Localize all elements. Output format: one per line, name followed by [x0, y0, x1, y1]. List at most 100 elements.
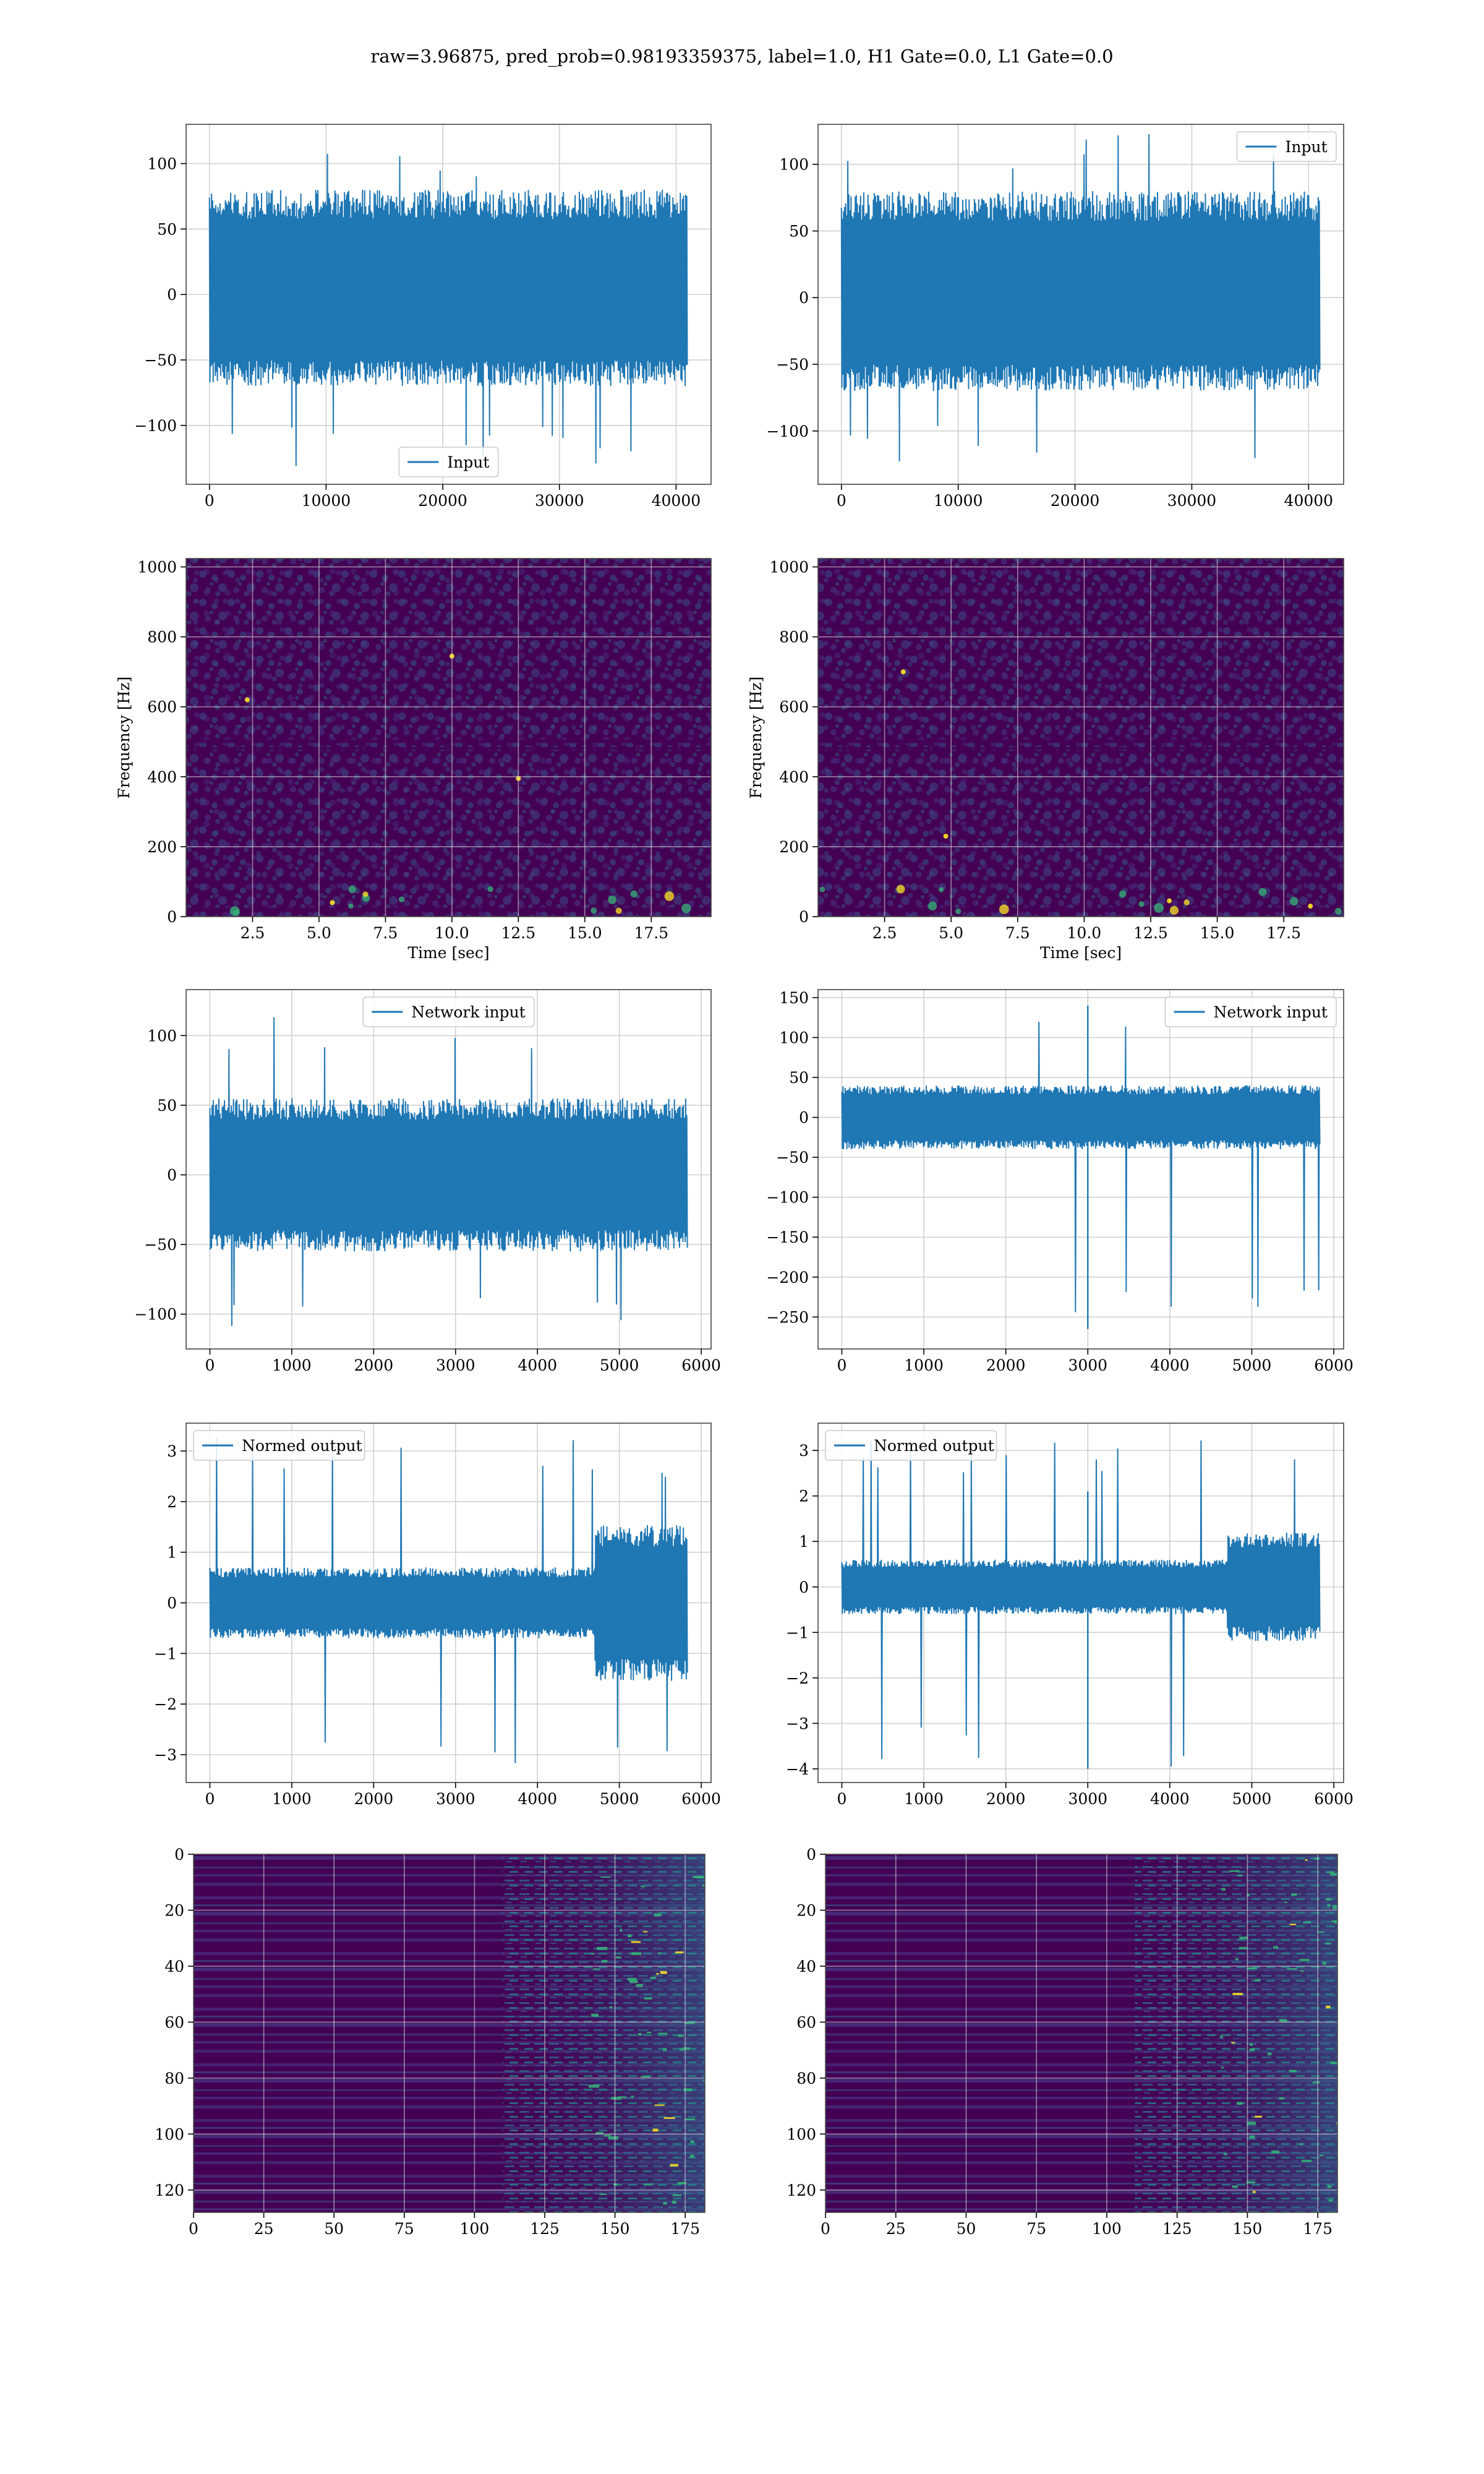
p3-frame: [186, 558, 712, 917]
p9-xtick-label: 150: [600, 2220, 630, 2238]
p10-xtick-label: 0: [821, 2220, 830, 2238]
p2-ytick-label: 50: [789, 222, 809, 240]
panel-p2: 0 10000 20000 30000 40000 −100 −50 0 50 100 Input: [766, 124, 1344, 510]
p4-ytick-label: 200: [779, 838, 809, 856]
p5-ytick-label: 100: [147, 1027, 177, 1045]
p2-ytick-label: 100: [779, 156, 809, 174]
p7-ytick-label: 0: [167, 1594, 177, 1612]
p7-xtick-label: 1000: [272, 1790, 312, 1808]
p1-frame: [186, 124, 712, 485]
p10-ytick-label: 80: [796, 2070, 816, 2087]
p3-heatmap: [186, 559, 711, 917]
p1-legend: Input: [398, 447, 499, 477]
p1-ytick-label: 50: [157, 220, 177, 238]
figure-title: raw=3.96875, pred_prob=0.98193359375, la…: [370, 46, 1113, 67]
p8-legend: Normed output: [825, 1430, 997, 1461]
p9-frame: [193, 1854, 706, 2213]
p8-xtick-label: 4000: [1150, 1790, 1190, 1808]
p2-xtick-label: 40000: [1284, 492, 1334, 510]
p6-xtick-label: 5000: [1232, 1356, 1272, 1374]
p10-ytick-label: 100: [787, 2125, 816, 2143]
p6-series-band: [842, 1095, 1320, 1140]
p6-ytick-label: −250: [766, 1308, 809, 1326]
p5-ytick-label: 0: [167, 1166, 177, 1184]
p8-frame: [817, 1423, 1344, 1783]
p8-ytick-label: −2: [786, 1669, 809, 1687]
p7-ytick-label: 1: [167, 1544, 177, 1562]
p4-ytick-label: 1000: [769, 559, 809, 576]
p7-legend: Normed output: [193, 1430, 365, 1461]
p8-series-band: [842, 1549, 1320, 1625]
p4-ytick-label: 600: [779, 698, 809, 716]
panel-p5: 0 1000 2000 3000 4000 5000 6000 −100 −50 0 50 100 Ne…: [134, 989, 721, 1374]
p4-xtick-label: 7.5: [1005, 924, 1030, 942]
p7-ytick-label: −2: [154, 1695, 177, 1713]
p1-xtick-label: 10000: [302, 492, 351, 510]
p6-grid: [818, 990, 1344, 1349]
p6-ytick-label: 50: [789, 1069, 809, 1087]
p9-ytick-label: 100: [155, 2125, 184, 2143]
p10-frame: [825, 1854, 1338, 2213]
p4-ytick-label: 0: [799, 908, 809, 926]
p8-xtick-label: 3000: [1068, 1790, 1107, 1808]
p2-ytick-label: 0: [799, 289, 809, 307]
panel-p3: 2.5 5.0 7.5 10.0 12.5 15.0 17.5 0 200 400 600 800 10…: [115, 558, 712, 962]
p7-legend-label: Normed output: [242, 1437, 362, 1455]
panel-p8: 0 1000 2000 3000 4000 5000 6000 −4 −3 −2 −1 0 1 2 3 Nor…: [786, 1423, 1354, 1808]
p5-ytick-label: 50: [157, 1097, 177, 1115]
p3-xtick-label: 10.0: [435, 924, 469, 942]
p4-heatmap: [818, 559, 1344, 917]
p7-xtick-label: 2000: [354, 1790, 393, 1808]
p6-legend-label: Network input: [1214, 1003, 1328, 1021]
p2-xtick-label: 10000: [934, 492, 983, 510]
p5-ytick-label: −100: [134, 1306, 177, 1324]
p3-xtick-label: 7.5: [373, 924, 398, 942]
p8-ytick-label: −1: [786, 1624, 809, 1641]
p6-ytick-label: −150: [766, 1228, 809, 1246]
p9-xtick-label: 75: [394, 2220, 414, 2238]
p5-xtick-label: 3000: [436, 1356, 475, 1374]
p1-xtick-label: 30000: [535, 492, 584, 510]
p7-ytick-label: −3: [154, 1746, 177, 1764]
p9-xtick-label: 100: [460, 2220, 490, 2238]
p6-series-line: [841, 1021, 1321, 1312]
p9-ytick-label: 20: [164, 1901, 184, 1919]
p8-xtick-label: 1000: [904, 1790, 944, 1808]
p10-ytick-label: 40: [796, 1958, 816, 1975]
p1-xtick-label: 20000: [418, 492, 467, 510]
p2-series-band: [841, 223, 1320, 363]
p2-legend: Input: [1236, 131, 1337, 162]
p3-xtick-label: 2.5: [241, 924, 265, 942]
p6-ytick-label: 100: [779, 1029, 809, 1047]
p9-heatmap: [194, 1854, 705, 2212]
p2-frame: [817, 124, 1344, 485]
p8-ytick-label: −3: [786, 1714, 809, 1732]
p9-ytick-label: 80: [164, 2070, 184, 2087]
p9-ytick-label: 120: [155, 2181, 184, 2199]
p3-xtick-label: 15.0: [568, 924, 602, 942]
p5-frame: [186, 989, 712, 1350]
p1-ytick-label: 100: [147, 155, 177, 173]
p6-xtick-label: 4000: [1150, 1356, 1190, 1374]
p10-ytick-label: 60: [796, 2013, 816, 2031]
panel-p7: 0 1000 2000 3000 4000 5000 6000 −3 −2 −1 0 1 2 3 Norme…: [154, 1423, 721, 1808]
p5-xtick-label: 6000: [681, 1356, 721, 1374]
p10-xtick-label: 150: [1233, 2220, 1263, 2238]
panel-p6: 0 1000 2000 3000 4000 5000 6000−250−200−150−10…: [766, 989, 1354, 1374]
panel-p10: 0 25 50 75 100 125 150 175 0 20 40 60 80 100 120: [787, 1846, 1338, 2238]
p3-ytick-label: 200: [147, 838, 177, 856]
p4-xtick-label: 10.0: [1067, 924, 1102, 942]
p3-xtick-label: 17.5: [634, 924, 668, 942]
p6-ytick-label: −50: [776, 1149, 809, 1166]
p8-ytick-label: 3: [799, 1442, 809, 1460]
p2-ytick-label: −50: [776, 356, 809, 374]
p5-xtick-label: 2000: [354, 1356, 393, 1374]
p8-xtick-label: 6000: [1314, 1790, 1354, 1808]
p1-series-band: [209, 221, 688, 359]
p8-xtick-label: 2000: [986, 1790, 1026, 1808]
p2-legend-label: Input: [1286, 138, 1328, 156]
p3-xtick-label: 12.5: [501, 924, 536, 942]
p7-xtick-label: 3000: [436, 1790, 475, 1808]
p4-xtick-label: 12.5: [1133, 924, 1168, 942]
